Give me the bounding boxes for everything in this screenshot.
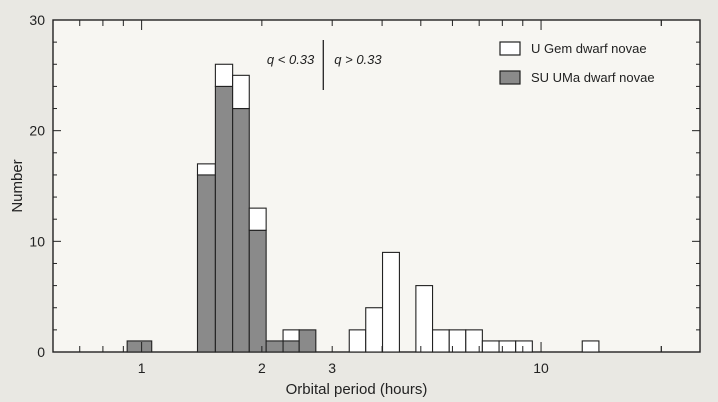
bar-u-gem [214,63,234,87]
axis-ticks: 0 10 20 30 1 2 3 10 [29,12,700,376]
legend: U Gem dwarf novae SU UMa dwarf novae [499,41,655,85]
bar-su-uma [196,174,216,353]
legend-label-su-uma: SU UMa dwarf novae [531,70,655,85]
y-tick-label: 30 [29,12,45,28]
bar-u-gem [232,74,250,110]
bar-u-gem [515,340,533,353]
bar-u-gem [481,340,500,353]
x-tick-label: 10 [533,360,549,376]
bar-u-gem [498,340,517,353]
annotation-q-less: q < 0.33 [267,52,315,67]
x-tick-label: 1 [138,360,146,376]
bar-u-gem [381,251,400,353]
bar-u-gem [248,207,267,231]
bar-u-gem [196,163,216,176]
bar-u-gem [448,329,467,353]
y-tick-label: 20 [29,123,45,139]
mass-ratio-annotation: q < 0.33 q > 0.33 [267,40,382,90]
bar-u-gem [365,307,384,353]
plot-frame [52,19,701,353]
x-tick-label: 2 [258,360,266,376]
bar-su-uma [232,107,250,353]
histogram-bars [126,63,600,353]
bar-u-gem [415,285,434,353]
x-tick-label: 3 [328,360,336,376]
annotation-q-greater: q > 0.33 [334,52,382,67]
legend-swatch-u-gem [499,41,521,56]
bar-su-uma [265,340,284,353]
x-axis-label: Orbital period (hours) [286,381,428,398]
bar-su-uma [214,85,234,353]
bar-su-uma [298,329,317,353]
legend-label-u-gem: U Gem dwarf novae [531,41,647,56]
y-axis-label: Number [9,159,26,212]
bar-su-uma [126,340,153,353]
bar-u-gem [348,329,367,353]
y-tick-label: 0 [37,344,45,360]
bar-su-uma [248,229,267,353]
legend-swatch-su-uma [499,70,521,85]
bar-u-gem [282,329,300,342]
plot-area [52,19,701,353]
bar-u-gem [431,329,450,353]
bar-su-uma [282,340,300,353]
bar-u-gem [465,329,483,353]
bar-u-gem [581,340,600,353]
y-tick-label: 10 [29,233,45,249]
